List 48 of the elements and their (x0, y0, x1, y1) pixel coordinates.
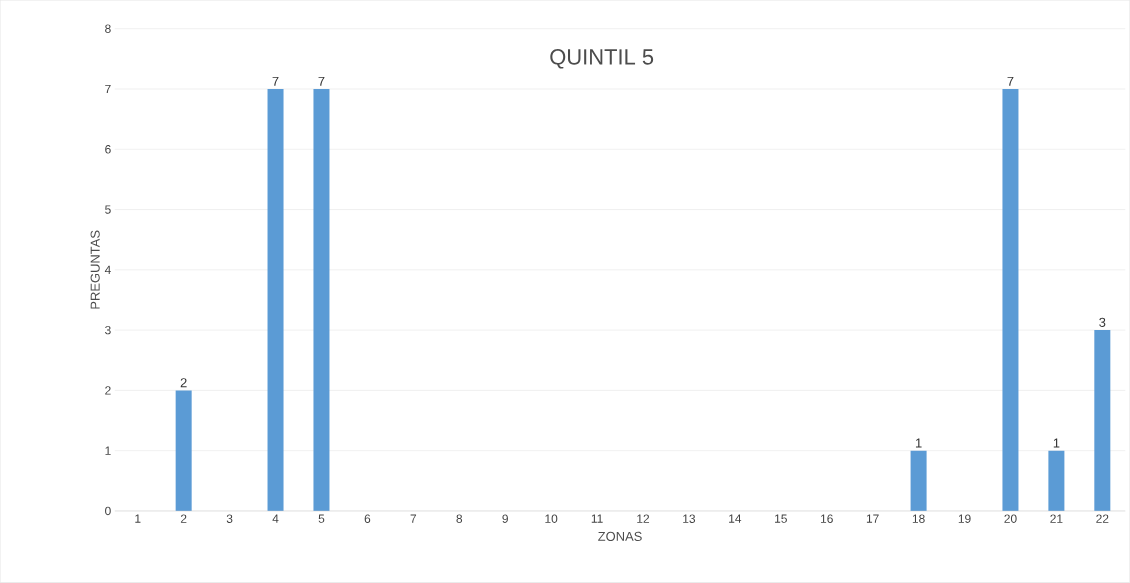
y-tick-label: 0 (105, 506, 111, 516)
data-label: 1 (915, 438, 922, 448)
y-tick-label: 8 (105, 24, 111, 34)
text: QUINTIL 5 (550, 49, 654, 69)
y-tick-label: 3 (105, 326, 111, 335)
x-tick-label: 17 (866, 514, 879, 523)
x-tick-label: 22 (1096, 514, 1109, 523)
bar (175, 390, 192, 512)
x-tick-label: 18 (912, 514, 925, 524)
y-tick-label: 7 (105, 85, 111, 94)
data-label: 1 (1053, 438, 1060, 448)
y-tick-label: 6 (105, 145, 111, 154)
y-axis-title: PREGUNTAS (90, 230, 100, 309)
data-label: 2 (180, 378, 187, 388)
x-tick-label: 20 (1004, 514, 1017, 524)
bar (1094, 330, 1111, 512)
data-label: 3 (1099, 317, 1106, 328)
bar (1048, 450, 1065, 512)
bar (267, 89, 284, 512)
data-label: 7 (318, 77, 325, 86)
y-tick-label: 4 (104, 265, 111, 275)
data-label: 7 (1007, 77, 1014, 86)
x-tick-label: 13 (683, 514, 696, 524)
x-tick-label: 2 (180, 514, 187, 523)
bar (313, 89, 330, 512)
y-tick-label: 5 (105, 205, 111, 214)
bar (1002, 89, 1019, 512)
bar (910, 450, 927, 512)
x-tick-label: 5 (318, 514, 325, 523)
x-tick-label: 16 (820, 514, 833, 524)
data-label: 7 (272, 77, 279, 86)
x-tick-label: 21 (1050, 514, 1063, 523)
x-tick-label: 9 (502, 514, 508, 524)
x-tick-label: 14 (729, 514, 742, 523)
y-tick-label: 1 (105, 446, 111, 455)
x-tick-label: 11 (591, 514, 603, 523)
x-tick-label: 3 (226, 514, 233, 524)
x-tick-label: 10 (545, 514, 558, 524)
x-tick-label: 1 (135, 514, 141, 523)
x-tick-label: 8 (456, 514, 463, 524)
x-tick-label: 15 (775, 514, 787, 523)
y-tick-label: 2 (105, 386, 111, 395)
x-axis-title: ZONAS (598, 531, 642, 542)
x-tick-label: 6 (364, 514, 371, 524)
x-tick-label: 19 (958, 514, 971, 524)
x-tick-label: 7 (410, 514, 417, 523)
x-tick-label: 4 (272, 514, 279, 523)
x-tick-label: 12 (637, 514, 650, 523)
